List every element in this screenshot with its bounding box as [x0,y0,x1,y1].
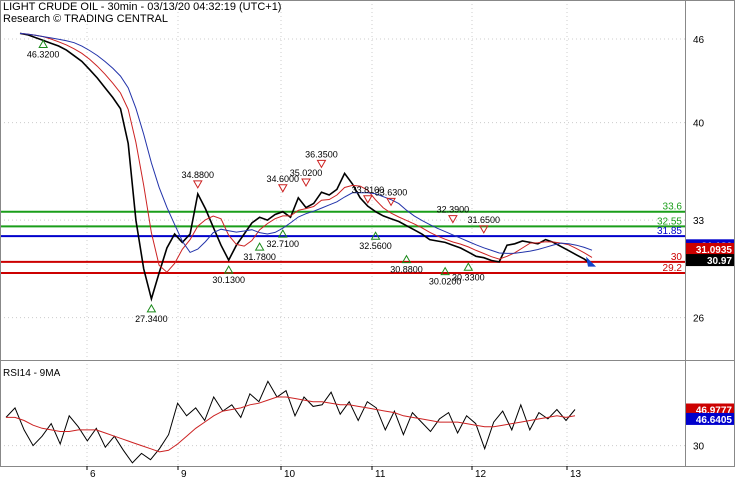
rsi-tag-text: 46.6405 [696,415,733,426]
y-tick-label: 40 [693,119,705,130]
indicator-label: RSI14 - 9MA [3,368,61,379]
level-label: 33.6 [663,202,683,213]
rsi-tag: 46.9777 [686,403,734,417]
high-label: 32.3900 [437,205,470,215]
outer-frame [0,0,735,467]
low-marker-icon [38,39,49,49]
low-marker-icon [463,262,474,271]
level-label: 31.85 [657,226,682,237]
price-tag: 31.0935 [686,242,734,256]
rsi-plot [5,380,576,464]
grid [0,0,685,466]
rsi-tag-bg [686,412,734,425]
price-line [19,32,593,302]
low-marker-icon [277,229,288,238]
price-tag-text: 30.97 [707,256,732,267]
high-label: 34.6000 [267,174,300,184]
price-tag: 30.97 [686,254,734,267]
high-label: 35.0200 [290,168,323,178]
level-label: 30 [671,252,683,263]
low-marker-icon [223,265,234,274]
high-marker-icon [301,178,311,187]
low-label: 31.7800 [243,252,276,262]
high-label: 33.8100 [352,185,385,195]
low-marker-icon [254,242,265,251]
low-marker-icon [370,231,381,240]
high-marker-icon [386,197,396,207]
low-marker-icon [146,303,157,313]
low-label: 30.8800 [390,265,423,275]
y-tick-label: 33 [693,216,705,227]
rsi-tag: 46.6405 [686,412,734,426]
low-label: 32.5600 [359,241,392,251]
low-label: 27.3400 [135,314,168,324]
level-label: 32.55 [657,216,682,227]
slow-moving-average [19,32,593,254]
rsi-y-tick-label: 30 [693,442,705,453]
high-marker-icon [192,180,203,189]
chart-title: LIGHT CRUDE OIL - 30min - 03/13/20 04:32… [3,1,282,13]
low-label: 30.3300 [452,272,485,282]
high-label: 36.3500 [305,149,338,159]
down-arrow-icon [586,256,596,267]
rsi-tag-text: 46.9777 [696,406,733,417]
low-label: 32.7100 [267,239,300,249]
high-label: 31.6500 [468,215,501,225]
low-label: 30.1300 [212,275,245,285]
research-credit: Research © TRADING CENTRAL [3,13,168,25]
price-tag-bg [686,242,734,255]
low-label: 30.0200 [429,277,462,287]
high-label: 33.6300 [375,187,408,197]
x-tick-label: 13 [570,469,582,480]
x-tick-label: 11 [375,469,386,480]
low-marker-icon [401,254,412,264]
x-tick-label: 9 [181,469,187,480]
price-tag-bg [686,254,734,267]
low-marker-icon [440,266,450,276]
y-tick-label: 46 [693,35,705,46]
x-tick-label: 10 [284,469,296,480]
y-tick-label: 26 [693,314,705,325]
fast-moving-average [19,32,593,273]
level-label: 29.2 [663,263,683,274]
x-tick-label: 12 [475,469,487,480]
price-tag-text: 31.0935 [696,245,733,256]
high-marker-icon [478,225,489,234]
rsi-tag-bg [686,403,734,416]
high-marker-icon [316,159,327,169]
x-tick-label: 6 [90,469,96,480]
rsi-ma-line [6,396,576,453]
high-marker-icon [277,184,288,193]
rsi-line [5,380,576,464]
high-label: 34.8800 [182,170,215,180]
high-marker-icon [448,215,458,224]
high-marker-icon [362,195,373,204]
low-label: 46.3200 [27,50,60,60]
